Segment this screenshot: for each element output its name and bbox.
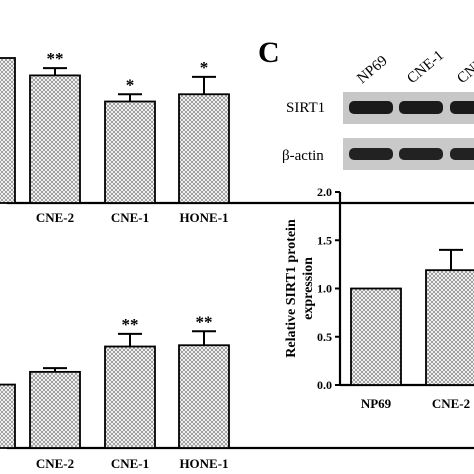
significance-mark: * xyxy=(126,75,135,94)
bar-chart-bottom-left: CNE-2 ** CNE-1 ** HONE-1 xyxy=(0,312,474,471)
bar xyxy=(178,344,230,449)
x-tick-label: CNE-2 xyxy=(36,210,74,225)
bar xyxy=(29,74,81,204)
y-tick-label: 0.0 xyxy=(317,378,332,392)
blot-row-label-sirt1: SIRT1 xyxy=(286,100,325,116)
x-tick-label: CNE-1 xyxy=(111,210,149,225)
x-tick-label: HONE-1 xyxy=(179,456,228,471)
band-sirt1-np69 xyxy=(349,101,393,114)
band-actin-cne2 xyxy=(450,148,474,160)
band-sirt1-cne1 xyxy=(399,101,443,114)
y-axis-label: Relative SIRT1 protein xyxy=(284,219,299,358)
bar-chart-top-left: ** CNE-2 * CNE-1 * HONE-1 xyxy=(0,49,474,225)
y-tick-label: 1.5 xyxy=(317,233,332,247)
bar xyxy=(350,287,402,386)
y-tick-label: 1.0 xyxy=(317,282,332,296)
significance-mark: ** xyxy=(196,312,213,331)
bar xyxy=(104,345,156,449)
y-tick-label: 2.0 xyxy=(317,185,332,199)
x-tick-label: CNE-2 xyxy=(432,396,470,411)
x-tick-label: HONE-1 xyxy=(179,210,228,225)
bar xyxy=(104,100,156,204)
bar xyxy=(0,57,16,204)
bar xyxy=(178,93,230,204)
band-actin-np69 xyxy=(349,148,393,160)
significance-mark: ** xyxy=(122,315,139,334)
significance-mark: ** xyxy=(47,49,64,68)
bar-chart-relative-sirt1: NP69 CNE-2 0.0 0.5 1.0 1.5 2.0 Relative SIRT1 p… xyxy=(284,185,474,411)
significance-mark: * xyxy=(200,58,209,77)
band-sirt1-cne2 xyxy=(450,101,474,114)
panel-label: C xyxy=(258,36,280,69)
lane-label-cne2: CNE-2 xyxy=(454,47,474,87)
bar xyxy=(425,269,474,386)
bar xyxy=(0,383,16,449)
western-blot: NP69 CNE-1 CNE-2 SIRT1 β-actin xyxy=(282,47,474,170)
x-tick-label: CNE-1 xyxy=(111,456,149,471)
bar xyxy=(29,370,81,449)
band-actin-cne1 xyxy=(399,148,443,160)
lane-label-cne1: CNE-1 xyxy=(404,47,447,87)
x-tick-label: NP69 xyxy=(361,396,392,411)
y-tick-label: 0.5 xyxy=(317,330,332,344)
lane-label-np69: NP69 xyxy=(354,53,390,87)
x-tick-label: CNE-2 xyxy=(36,456,74,471)
blot-row-label-beta-actin: β-actin xyxy=(282,148,324,164)
y-axis-label: expression xyxy=(301,257,316,320)
